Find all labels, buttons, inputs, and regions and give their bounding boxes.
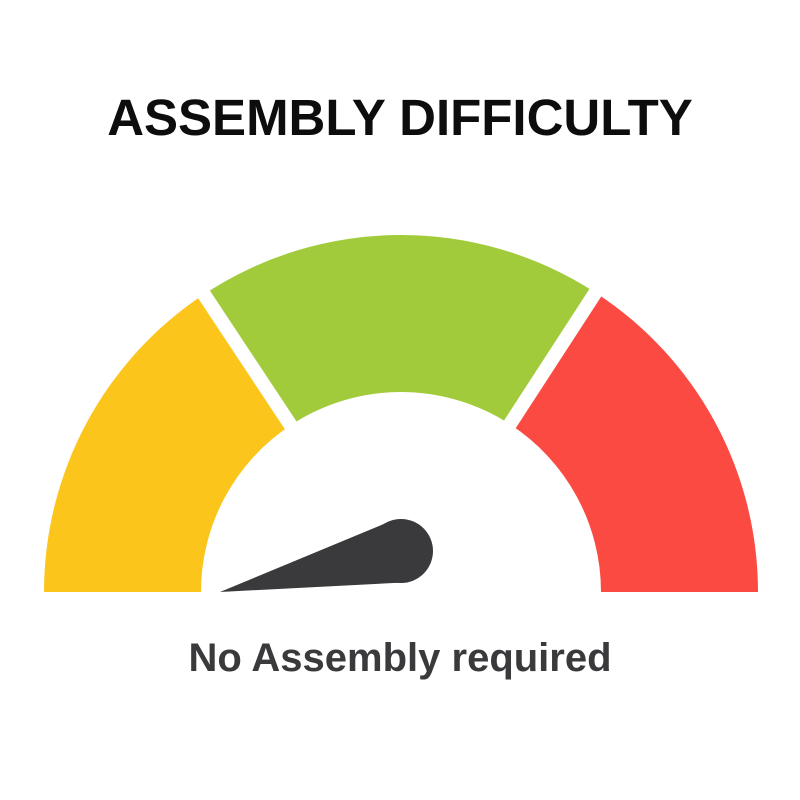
gauge-needle-hub [369, 519, 433, 583]
gauge-divider-1 [192, 282, 304, 440]
gauge-segment-high [509, 292, 758, 592]
gauge-segment-low [44, 294, 291, 592]
gauge-caption: No Assembly required [188, 636, 612, 680]
gauge-needle [220, 519, 409, 592]
page-title: ASSEMBLY DIFFICULTY [107, 89, 693, 146]
gauge-segment-medium [203, 234, 596, 426]
gauge-divider-2 [497, 280, 607, 439]
